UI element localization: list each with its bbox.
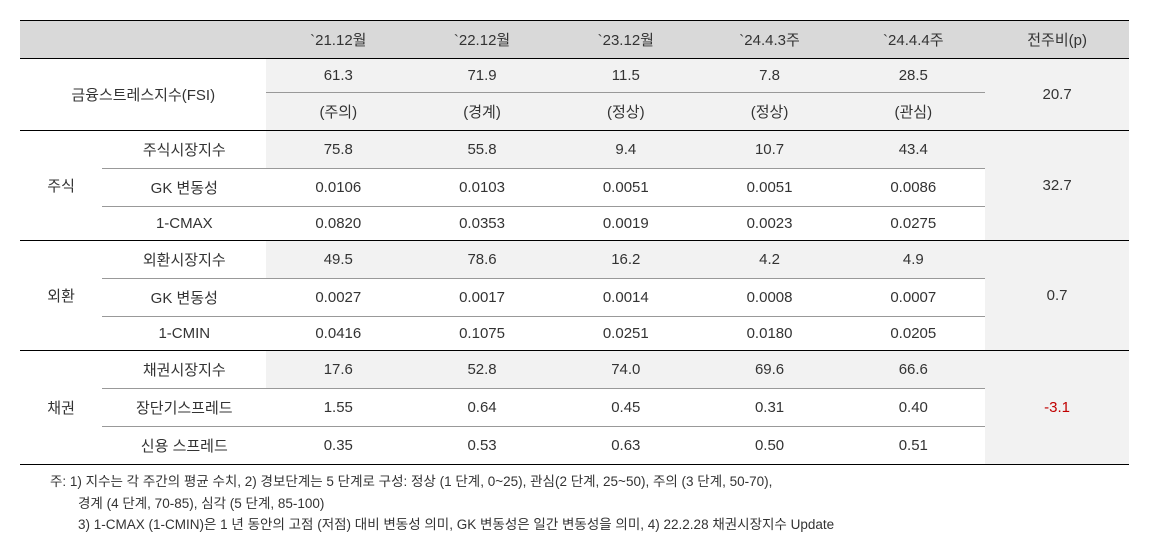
cell: 78.6 — [410, 241, 554, 279]
cell: 0.31 — [698, 389, 842, 427]
cell: 0.0007 — [841, 279, 985, 317]
footnotes: 주: 1) 지수는 각 주간의 평균 수치, 2) 경보단계는 5 단계로 구성… — [20, 471, 1129, 536]
fsi-table: `21.12월 `22.12월 `23.12월 `24.4.3주 `24.4.4… — [20, 20, 1129, 465]
cell: 9.4 — [554, 131, 698, 169]
bond-row-0: 채권 채권시장지수 17.6 52.8 74.0 69.6 66.6 -3.1 — [20, 351, 1129, 389]
stock-delta: 32.7 — [985, 131, 1129, 241]
cell: 0.1075 — [410, 317, 554, 351]
col-header-delta: 전주비(p) — [985, 21, 1129, 59]
cell: 0.0019 — [554, 207, 698, 241]
cell: 0.0180 — [698, 317, 842, 351]
cell: 0.64 — [410, 389, 554, 427]
cell: 43.4 — [841, 131, 985, 169]
cell: 0.0103 — [410, 169, 554, 207]
fx-row-0: 외환 외환시장지수 49.5 78.6 16.2 4.2 4.9 0.7 — [20, 241, 1129, 279]
cell: 52.8 — [410, 351, 554, 389]
cell: 0.63 — [554, 427, 698, 465]
cell: 4.2 — [698, 241, 842, 279]
cell: (주의) — [266, 93, 410, 131]
col-header: `23.12월 — [554, 21, 698, 59]
cell: 11.5 — [554, 59, 698, 93]
bond-label: 채권 — [20, 351, 102, 465]
col-header: `24.4.4주 — [841, 21, 985, 59]
cell: 0.0820 — [266, 207, 410, 241]
cell: 0.50 — [698, 427, 842, 465]
cell: 0.0051 — [698, 169, 842, 207]
row-name: 장단기스프레드 — [102, 389, 266, 427]
cell: 0.0353 — [410, 207, 554, 241]
stock-row-1: GK 변동성 0.0106 0.0103 0.0051 0.0051 0.008… — [20, 169, 1129, 207]
header-row: `21.12월 `22.12월 `23.12월 `24.4.3주 `24.4.4… — [20, 21, 1129, 59]
cell: 0.51 — [841, 427, 985, 465]
col-header: `24.4.3주 — [698, 21, 842, 59]
cell: 0.0023 — [698, 207, 842, 241]
cell: (정상) — [554, 93, 698, 131]
cell: 71.9 — [410, 59, 554, 93]
row-name: 1-CMIN — [102, 317, 266, 351]
cell: 17.6 — [266, 351, 410, 389]
cell: 74.0 — [554, 351, 698, 389]
fx-delta: 0.7 — [985, 241, 1129, 351]
cell: (관심) — [841, 93, 985, 131]
cell: 0.53 — [410, 427, 554, 465]
stock-row-2: 1-CMAX 0.0820 0.0353 0.0019 0.0023 0.027… — [20, 207, 1129, 241]
cell: 0.0014 — [554, 279, 698, 317]
row-name: 신용 스프레드 — [102, 427, 266, 465]
cell: 0.0106 — [266, 169, 410, 207]
bond-delta: -3.1 — [985, 351, 1129, 465]
cell: 4.9 — [841, 241, 985, 279]
footnote-line: 경계 (4 단계, 70-85), 심각 (5 단계, 85-100) — [50, 493, 1129, 515]
cell: (경계) — [410, 93, 554, 131]
cell: 0.0086 — [841, 169, 985, 207]
footnote-line: 주: 1) 지수는 각 주간의 평균 수치, 2) 경보단계는 5 단계로 구성… — [50, 471, 1129, 493]
cell: 10.7 — [698, 131, 842, 169]
col-header: `21.12월 — [266, 21, 410, 59]
cell: 0.0017 — [410, 279, 554, 317]
cell: 0.0027 — [266, 279, 410, 317]
cell: 55.8 — [410, 131, 554, 169]
cell: 0.45 — [554, 389, 698, 427]
bond-row-2: 신용 스프레드 0.35 0.53 0.63 0.50 0.51 — [20, 427, 1129, 465]
cell: 0.0051 — [554, 169, 698, 207]
cell: 0.40 — [841, 389, 985, 427]
cell: 7.8 — [698, 59, 842, 93]
cell: 49.5 — [266, 241, 410, 279]
cell: 28.5 — [841, 59, 985, 93]
fsi-delta: 20.7 — [985, 59, 1129, 131]
fx-label: 외환 — [20, 241, 102, 351]
cell: 0.0416 — [266, 317, 410, 351]
stock-label: 주식 — [20, 131, 102, 241]
cell: 61.3 — [266, 59, 410, 93]
fsi-values-row: 금융스트레스지수(FSI) 61.3 71.9 11.5 7.8 28.5 20… — [20, 59, 1129, 93]
bond-row-1: 장단기스프레드 1.55 0.64 0.45 0.31 0.40 — [20, 389, 1129, 427]
cell: 0.0008 — [698, 279, 842, 317]
row-name: GK 변동성 — [102, 169, 266, 207]
col-header: `22.12월 — [410, 21, 554, 59]
cell: 0.0251 — [554, 317, 698, 351]
cell: 16.2 — [554, 241, 698, 279]
cell: 0.0205 — [841, 317, 985, 351]
cell: 0.35 — [266, 427, 410, 465]
fx-row-1: GK 변동성 0.0027 0.0017 0.0014 0.0008 0.000… — [20, 279, 1129, 317]
row-name: 1-CMAX — [102, 207, 266, 241]
row-name: 외환시장지수 — [102, 241, 266, 279]
cell: (정상) — [698, 93, 842, 131]
cell: 0.0275 — [841, 207, 985, 241]
row-name: 채권시장지수 — [102, 351, 266, 389]
cell: 66.6 — [841, 351, 985, 389]
cell: 75.8 — [266, 131, 410, 169]
cell: 69.6 — [698, 351, 842, 389]
header-blank — [20, 21, 266, 59]
row-name: GK 변동성 — [102, 279, 266, 317]
footnote-line: 3) 1-CMAX (1-CMIN)은 1 년 동안의 고점 (저점) 대비 변… — [50, 514, 1129, 536]
row-name: 주식시장지수 — [102, 131, 266, 169]
stock-row-0: 주식 주식시장지수 75.8 55.8 9.4 10.7 43.4 32.7 — [20, 131, 1129, 169]
cell: 1.55 — [266, 389, 410, 427]
fx-row-2: 1-CMIN 0.0416 0.1075 0.0251 0.0180 0.020… — [20, 317, 1129, 351]
fsi-label: 금융스트레스지수(FSI) — [20, 59, 266, 131]
